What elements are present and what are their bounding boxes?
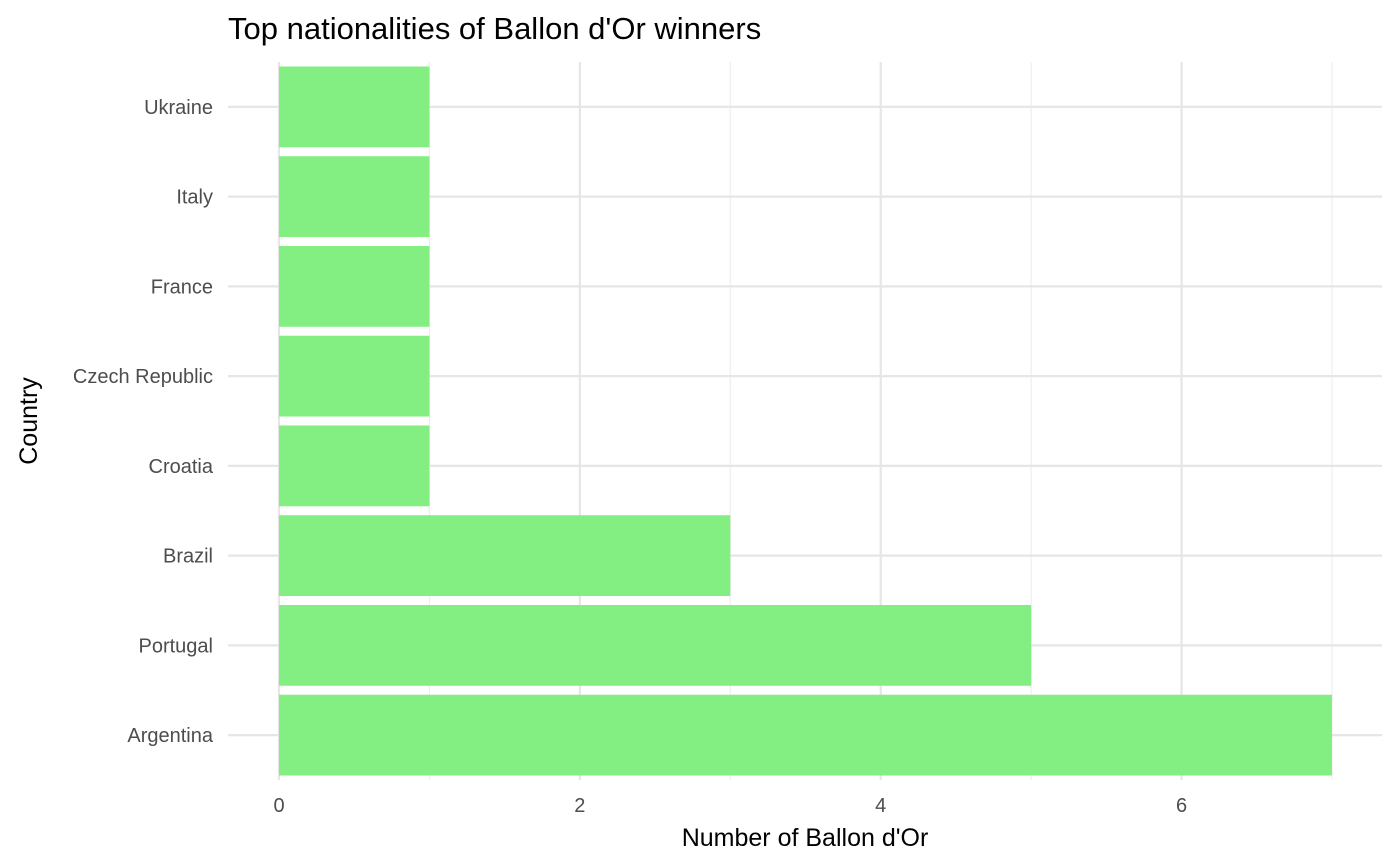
bar (279, 694, 1332, 776)
bar (279, 335, 430, 417)
y-tick-label: Ukraine (144, 97, 213, 119)
bar (279, 425, 430, 507)
x-tick-label: 6 (1176, 795, 1187, 817)
bar (279, 66, 430, 148)
y-axis-title: Country (15, 377, 43, 465)
bar (279, 156, 430, 238)
y-tick-label: Croatia (149, 456, 214, 478)
y-tick-label: Brazil (163, 546, 213, 568)
y-tick-label: France (151, 276, 213, 298)
chart-title: Top nationalities of Ballon d'Or winners (228, 11, 761, 46)
bar (279, 245, 430, 327)
y-tick-label: Italy (176, 187, 213, 209)
y-tick-label: Argentina (127, 725, 213, 747)
y-tick-label: Portugal (139, 635, 214, 657)
y-tick-label: Czech Republic (73, 366, 213, 388)
x-axis-title: Number of Ballon d'Or (682, 824, 929, 852)
x-tick-label: 4 (875, 795, 886, 817)
tick-labels: 0 2 4 6 Argentina Portugal Brazil Croatia Czech … (73, 97, 1187, 817)
bar (279, 515, 731, 597)
x-tick-label: 0 (273, 795, 284, 817)
bars (279, 66, 1332, 776)
x-tick-label: 2 (574, 795, 585, 817)
bar (279, 604, 1032, 686)
